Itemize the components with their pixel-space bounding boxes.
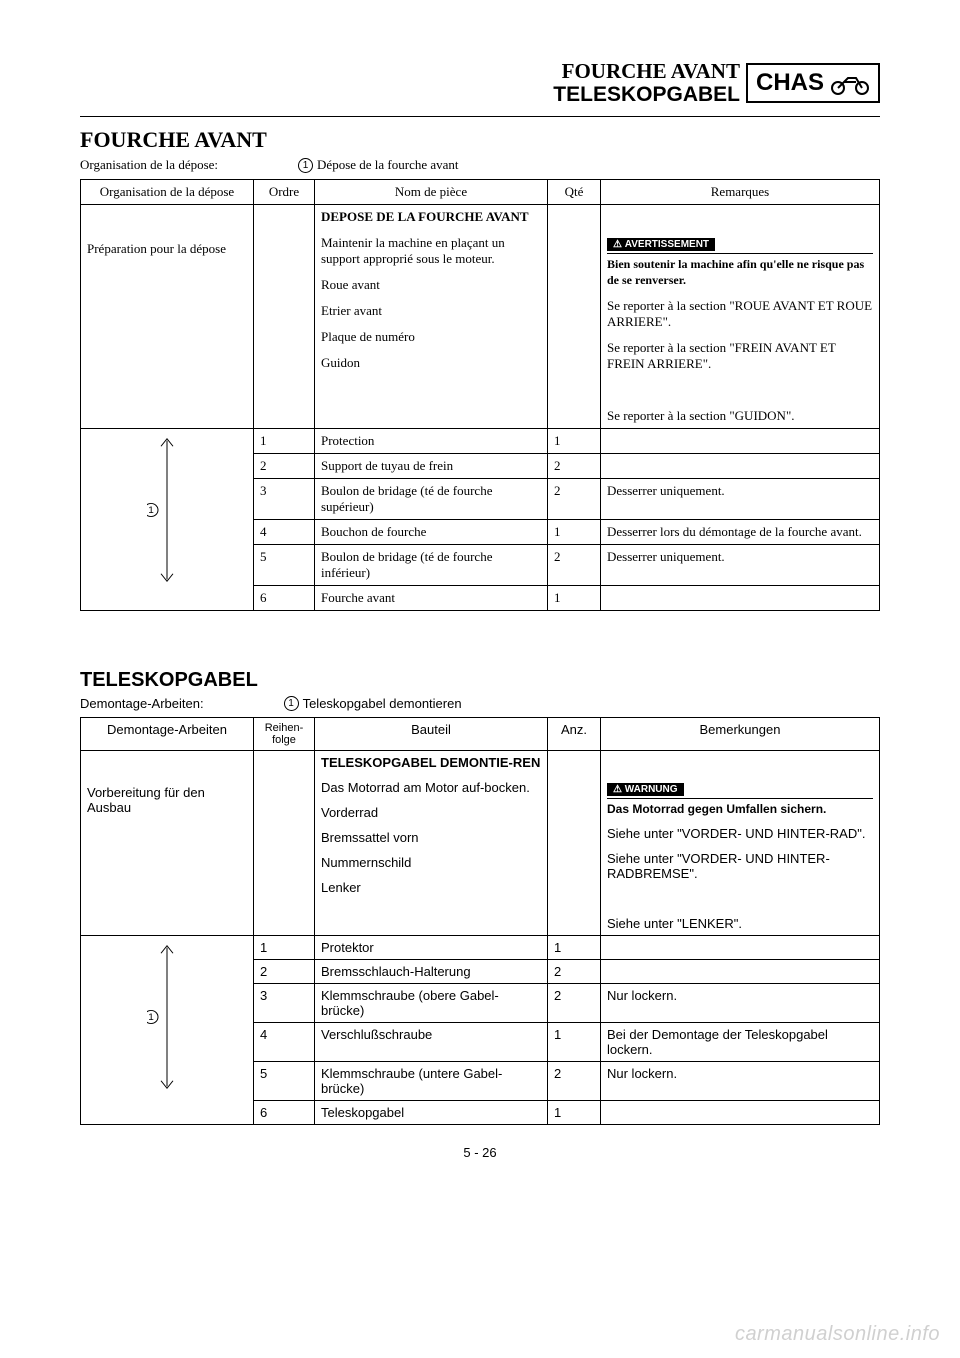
ref-brems-r: Siehe unter "VORDER- UND HINTER-RADBREMS… [607, 851, 873, 881]
table-header-row: Demontage-Arbeiten Reihen-folge Bauteil … [81, 718, 880, 751]
step-circled-1: 1 [284, 696, 299, 711]
th-c: Nom de pièce [315, 180, 548, 205]
motorcycle-icon [830, 71, 870, 95]
section-title-fr: FOURCHE AVANT [80, 127, 880, 153]
th-a: Organisation de la dépose [81, 180, 254, 205]
th-b: Ordre [254, 180, 315, 205]
subline-left-fr: Organisation de la dépose: [80, 157, 218, 173]
subline-right-de: Teleskopgabel demontieren [303, 696, 462, 711]
warning-text-de: Das Motorrad gegen Umfallen sichern. [607, 802, 826, 816]
depose-title: DEPOSE DE LA FOURCHE AVANT [321, 209, 541, 225]
table-row: 1 1Protektor1 [81, 936, 880, 960]
ord: 1 [254, 429, 315, 454]
ref-plaque: Plaque de numéro [321, 329, 541, 345]
table-de: Demontage-Arbeiten Reihen-folge Bauteil … [80, 717, 880, 1125]
table-row: 1 1 Protection 1 [81, 429, 880, 454]
ref-lenker-r: Siehe unter "LENKER". [607, 916, 873, 931]
header-title-de: TELESKOPGABEL [553, 83, 740, 106]
rem [601, 429, 880, 454]
svg-text:1: 1 [148, 505, 154, 516]
part: Protection [315, 429, 548, 454]
warning-badge-de: WARNUNG [607, 783, 684, 796]
step-circled-1: 1 [298, 158, 313, 173]
ref-guidon-r: Se reporter à la section "GUIDON". [607, 408, 873, 424]
page-header: FOURCHE AVANT TELESKOPGABEL CHAS [80, 60, 880, 106]
table-row: Préparation pour la dépose DEPOSE DE LA … [81, 205, 880, 429]
ref-etrier-r: Se reporter à la section "FREIN AVANT ET… [607, 340, 873, 372]
qty: 1 [548, 429, 601, 454]
section-title-de: TELESKOPGABEL [80, 669, 880, 692]
ref-etrier: Etrier avant [321, 303, 541, 319]
header-title-fr: FOURCHE AVANT [553, 60, 740, 83]
prep-label-fr: Préparation pour la dépose [87, 241, 226, 256]
ref-num: Nummernschild [321, 855, 541, 870]
th-e: Remarques [601, 180, 880, 205]
ref-roue: Roue avant [321, 277, 541, 293]
ref-vorderrad-r: Siehe unter "VORDER- UND HINTER-RAD". [607, 826, 873, 841]
subline-left-de: Demontage-Arbeiten: [80, 696, 204, 711]
table-fr: Organisation de la dépose Ordre Nom de p… [80, 179, 880, 611]
th-d: Qté [548, 180, 601, 205]
ref-guidon: Guidon [321, 355, 541, 371]
ref-lenker: Lenker [321, 880, 541, 895]
warning-badge-fr: AVERTISSEMENT [607, 238, 715, 251]
table-header-row: Organisation de la dépose Ordre Nom de p… [81, 180, 880, 205]
subline-de: Demontage-Arbeiten: 1 Teleskopgabel demo… [80, 696, 880, 711]
depose-body: Maintenir la machine en plaçant un suppo… [321, 235, 541, 267]
demont-title: TELESKOPGABEL DEMONTIE-REN [321, 755, 541, 770]
chas-box: CHAS [746, 63, 880, 103]
subline-right-fr: Dépose de la fourche avant [317, 157, 459, 173]
watermark: carmanualsonline.info [735, 1323, 940, 1346]
subline-fr: Organisation de la dépose: 1 Dépose de l… [80, 157, 880, 173]
chas-label: CHAS [756, 69, 824, 97]
extent-arrow-icon: 1 [147, 942, 187, 1092]
extent-arrow-icon: 1 [147, 435, 187, 585]
ref-vorderrad: Vorderrad [321, 805, 541, 820]
table-row: Vorbereitung für den Ausbau TELESKOPGABE… [81, 751, 880, 936]
prep-label-de: Vorbereitung für den Ausbau [87, 785, 205, 815]
demont-body: Das Motorrad am Motor auf-bocken. [321, 780, 541, 795]
ref-roue-r: Se reporter à la section "ROUE AVANT ET … [607, 298, 873, 330]
svg-text:1: 1 [148, 1012, 154, 1023]
ref-brems: Bremssattel vorn [321, 830, 541, 845]
warning-text-fr: Bien soutenir la machine afin qu'elle ne… [607, 257, 864, 287]
page-number: 5 - 26 [80, 1145, 880, 1160]
